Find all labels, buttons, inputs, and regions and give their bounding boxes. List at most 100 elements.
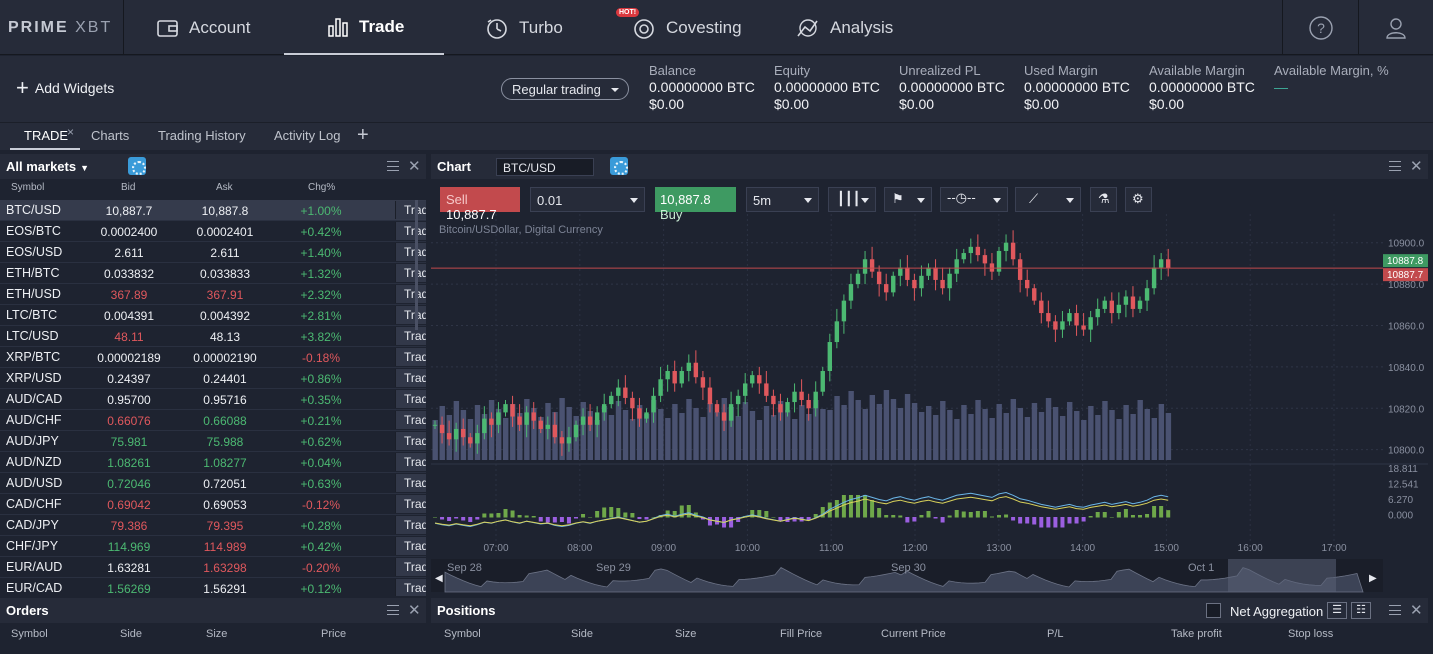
tab-charts[interactable]: Charts [91, 128, 130, 143]
market-row[interactable]: EUR/CAD 1.56269 1.56291 +0.12% Trade [0, 578, 426, 596]
market-row[interactable]: AUD/NZD 1.08261 1.08277 +0.04% Trade [0, 452, 426, 473]
candle [996, 250, 1002, 272]
symbol-input[interactable]: BTC/USD [496, 158, 594, 176]
studies-button[interactable]: ⚗ [1090, 187, 1117, 212]
trade-button[interactable]: Trade [395, 474, 426, 492]
indicators-button[interactable]: ⚑ [884, 187, 932, 212]
logo[interactable]: PRIME XBT [0, 0, 124, 55]
market-row[interactable]: ETH/USD 367.89 367.91 +2.32% Trade [0, 284, 426, 305]
interval-select[interactable]: 5m [746, 187, 819, 212]
trade-button[interactable]: Trade [395, 579, 426, 596]
trade-button[interactable]: Trade [395, 390, 426, 408]
menu-icon[interactable] [387, 161, 399, 171]
trade-button[interactable]: Trade [395, 222, 426, 240]
market-ask: 367.91 [206, 288, 244, 302]
market-row[interactable]: EOS/USD 2.611 2.611 +1.40% Trade [0, 242, 426, 263]
trade-button[interactable]: Trade [395, 453, 426, 471]
candle [1130, 296, 1136, 309]
trade-button[interactable]: Trade [395, 411, 426, 429]
user-button[interactable] [1358, 0, 1433, 55]
list-view-icon[interactable]: ☰ [1327, 602, 1347, 619]
close-icon[interactable]: ✕ [408, 158, 421, 175]
close-icon[interactable]: ✕ [1410, 158, 1423, 175]
close-icon[interactable]: × [67, 125, 75, 139]
candle [693, 362, 699, 378]
help-button[interactable]: ? [1282, 0, 1358, 55]
trade-button[interactable]: Trade [395, 537, 426, 555]
nav-trade[interactable]: Trade [284, 0, 444, 55]
market-row[interactable]: AUD/JPY 75.981 75.988 +0.62% Trade [0, 431, 426, 452]
trade-button[interactable]: Trade [395, 495, 426, 513]
chart-type-button[interactable]: ┃┃┃ [828, 187, 876, 212]
candles-icon: ┃┃┃ [837, 191, 861, 206]
add-widgets-button[interactable]: + Add Widgets [16, 77, 114, 99]
trade-button[interactable]: Trade [395, 201, 426, 219]
candle [432, 424, 438, 426]
menu-icon[interactable] [387, 605, 399, 615]
tab-activity-log[interactable]: Activity Log [274, 128, 341, 143]
volume-bar [848, 391, 854, 460]
candle [587, 416, 593, 425]
market-row[interactable]: CAD/JPY 79.386 79.395 +0.28% Trade [0, 515, 426, 536]
nav-covesting[interactable]: Covesting [632, 0, 772, 55]
time-tools-button[interactable]: --◷-- [940, 187, 1008, 212]
trade-button[interactable]: Trade [395, 285, 426, 303]
volume-bar [961, 405, 967, 460]
menu-icon[interactable] [1389, 161, 1401, 171]
scrollbar[interactable] [415, 200, 418, 330]
trade-button[interactable]: Trade [395, 306, 426, 324]
market-row[interactable]: BTC/USD 10,887.7 10,887.8 +1.00% Trade [0, 200, 426, 221]
market-row[interactable]: LTC/BTC 0.004391 0.004392 +2.81% Trade [0, 305, 426, 326]
market-row[interactable]: CAD/CHF 0.69042 0.69053 -0.12% Trade [0, 494, 426, 515]
trade-button[interactable]: Trade [395, 432, 426, 450]
market-row[interactable]: AUD/USD 0.72046 0.72051 +0.63% Trade [0, 473, 426, 494]
trading-mode-select[interactable]: Regular trading [501, 78, 629, 100]
trade-button[interactable]: Trade [395, 264, 426, 282]
trade-button[interactable]: Trade [395, 327, 426, 345]
nav-analysis[interactable]: Analysis [796, 0, 916, 55]
sell-button[interactable]: Sell 10,887.7 [440, 187, 520, 222]
drawing-tools-button[interactable]: ⟋ [1015, 187, 1081, 212]
add-tab-icon[interactable]: + [357, 124, 369, 146]
market-row[interactable]: AUD/CAD 0.95700 0.95716 +0.35% Trade [0, 389, 426, 410]
settings-button[interactable]: ⚙ [1125, 187, 1152, 212]
trade-button[interactable]: Trade [395, 369, 426, 387]
market-row[interactable]: CHF/JPY 114.969 114.989 +0.42% Trade [0, 536, 426, 557]
volume-bar [1067, 402, 1073, 460]
tab-trading-history[interactable]: Trading History [158, 128, 246, 143]
osc-bar [827, 502, 832, 518]
trade-button[interactable]: Trade [395, 348, 426, 366]
market-row[interactable]: XRP/BTC 0.00002189 0.00002190 -0.18% Trade [0, 347, 426, 368]
markets-filter[interactable]: All markets [6, 159, 77, 174]
navigator-window[interactable] [1228, 559, 1336, 592]
market-row[interactable]: EUR/AUD 1.63281 1.63298 -0.20% Trade [0, 557, 426, 578]
osc-bar [870, 500, 875, 518]
volume-bar [947, 410, 953, 460]
nav-turbo[interactable]: Turbo [485, 0, 595, 55]
close-icon[interactable]: ✕ [1410, 602, 1423, 619]
market-row[interactable]: XRP/USD 0.24397 0.24401 +0.86% Trade [0, 368, 426, 389]
link-icon[interactable] [128, 157, 146, 175]
market-row[interactable]: EOS/BTC 0.0002400 0.0002401 +0.42% Trade [0, 221, 426, 242]
market-row[interactable]: LTC/USD 48.11 48.13 +3.82% Trade [0, 326, 426, 347]
trade-button[interactable]: Trade [395, 516, 426, 534]
close-icon[interactable]: ✕ [408, 602, 421, 619]
nav-account[interactable]: Account [157, 0, 283, 55]
market-row[interactable]: AUD/CHF 0.66076 0.66088 +0.21% Trade [0, 410, 426, 431]
grouped-view-icon[interactable]: ☷ [1351, 602, 1371, 619]
trade-button[interactable]: Trade [395, 558, 426, 576]
tab-trade[interactable]: TRADE × [10, 122, 80, 150]
chevron-down-icon[interactable]: ▼ [80, 163, 90, 173]
quantity-select[interactable]: 0.01 [530, 187, 645, 212]
link-icon[interactable] [610, 157, 628, 175]
market-change: +0.42% [300, 225, 342, 239]
menu-icon[interactable] [1389, 605, 1401, 615]
buy-button[interactable]: 10,887.8 Buy [655, 187, 736, 222]
scroll-left-icon[interactable]: ◀ [435, 573, 443, 584]
market-row[interactable]: ETH/BTC 0.033832 0.033833 +1.32% Trade [0, 263, 426, 284]
scroll-right-icon[interactable]: ▶ [1369, 573, 1377, 584]
price-chart[interactable]: 10900.0 10880.0 10860.0 10840.0 10820.0 10800… [431, 214, 1428, 594]
net-aggregation-checkbox[interactable] [1206, 603, 1221, 618]
trade-button[interactable]: Trade [395, 243, 426, 261]
osc-bar [559, 517, 564, 522]
